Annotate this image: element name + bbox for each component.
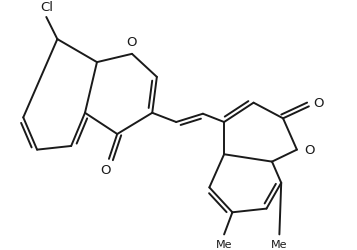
Text: O: O: [304, 144, 315, 156]
Text: Me: Me: [216, 239, 232, 249]
Text: O: O: [313, 97, 324, 110]
Text: O: O: [127, 36, 137, 49]
Text: O: O: [100, 164, 111, 177]
Text: Me: Me: [271, 239, 288, 249]
Text: Cl: Cl: [40, 1, 53, 14]
